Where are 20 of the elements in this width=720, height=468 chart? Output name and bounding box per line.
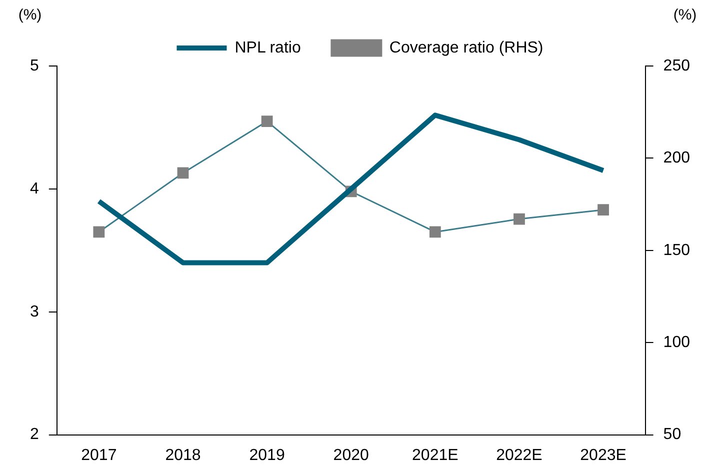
legend-label: Coverage ratio (RHS) — [389, 39, 544, 56]
x-tick-label: 2017 — [81, 446, 117, 464]
x-tick-label: 2019 — [249, 446, 285, 464]
y2-tick-label: 50 — [663, 426, 682, 444]
y-tick-label: 5 — [30, 57, 39, 74]
x-tick-label: 2023E — [580, 446, 626, 464]
y-tick-label: 2 — [30, 426, 39, 444]
y2-axis-title: (%) — [673, 6, 697, 24]
y-axis-title: (%) — [18, 6, 42, 24]
x-tick-label: 2018 — [165, 446, 201, 464]
x-tick-label: 2020 — [333, 446, 369, 464]
x-tick-label: 2022E — [496, 446, 542, 464]
y2-tick-label: 250 — [663, 57, 690, 74]
legend-label: NPL ratio — [234, 39, 301, 56]
y2-tick-label: 200 — [663, 150, 690, 167]
y2-tick-label: 100 — [663, 334, 690, 352]
y2-tick-label: 150 — [663, 242, 690, 259]
x-tick-label: 2021E — [412, 446, 458, 464]
y-tick-label: 3 — [30, 303, 39, 320]
y-tick-label: 4 — [30, 180, 39, 198]
